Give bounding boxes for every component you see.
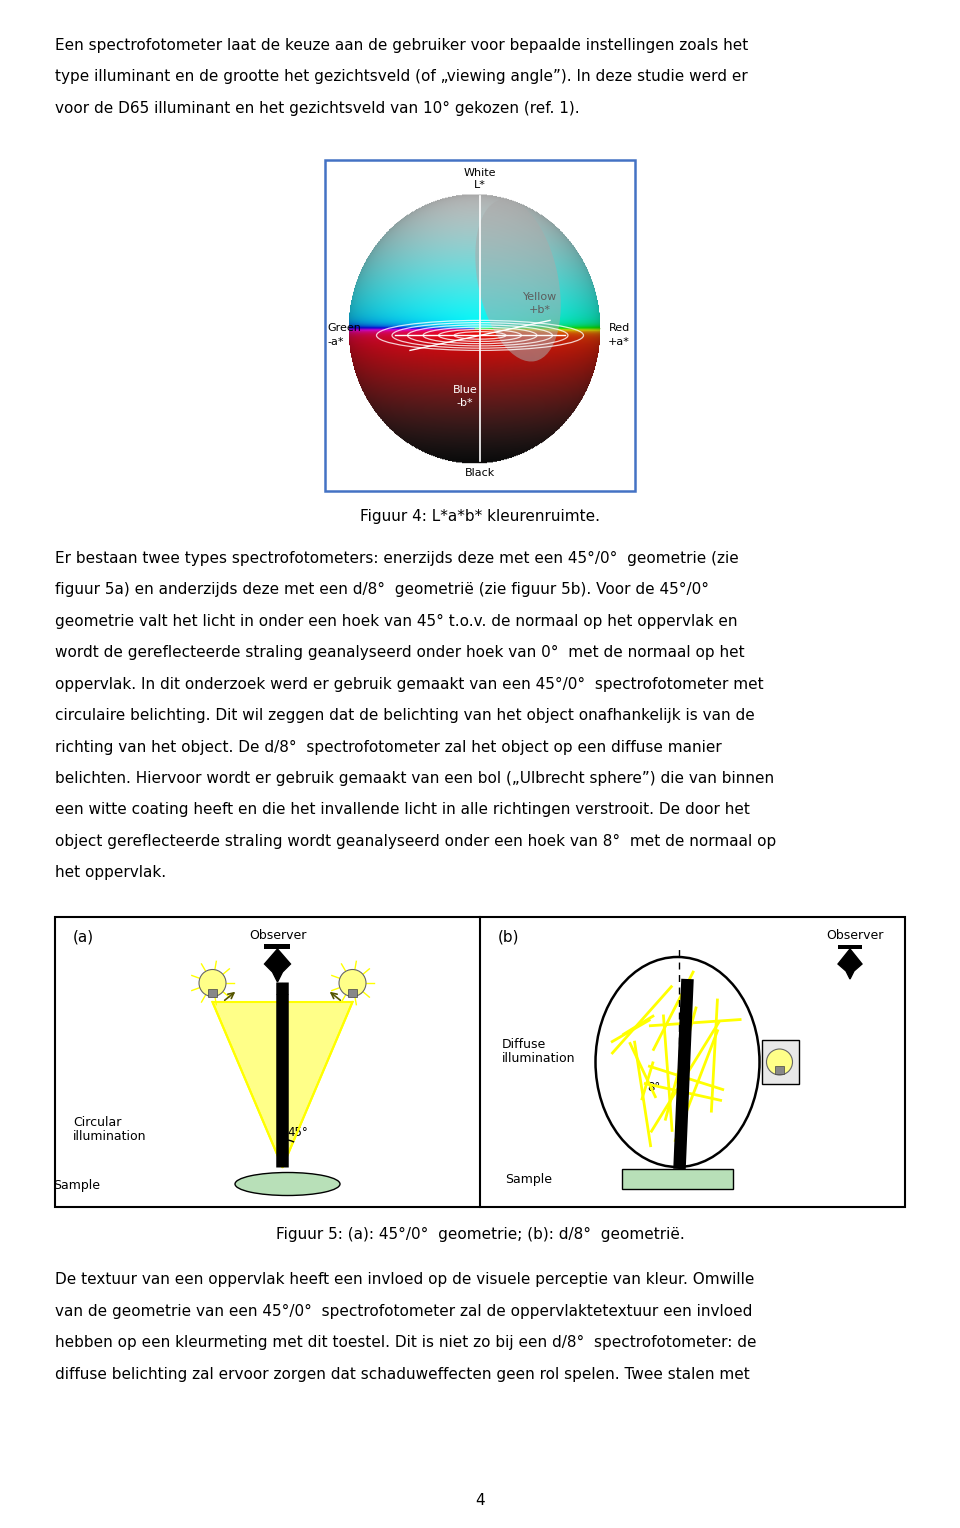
Polygon shape: [212, 1002, 352, 1167]
Ellipse shape: [235, 1172, 340, 1195]
Text: Sample: Sample: [505, 1172, 552, 1186]
Text: Sample: Sample: [54, 1178, 101, 1192]
Circle shape: [199, 969, 226, 996]
Text: Yellow: Yellow: [523, 292, 557, 303]
Text: (a): (a): [73, 929, 94, 944]
Text: L*: L*: [474, 180, 486, 191]
Text: Blue: Blue: [452, 385, 477, 396]
Text: Observer: Observer: [249, 929, 306, 941]
Text: type illuminant en de grootte het gezichtsveld (of „viewing angle”). In deze stu: type illuminant en de grootte het gezich…: [55, 69, 748, 84]
Bar: [265, 944, 291, 949]
Text: Een spectrofotometer laat de keuze aan de gebruiker voor bepaalde instellingen z: Een spectrofotometer laat de keuze aan d…: [55, 38, 748, 53]
Text: Figuur 5: (a): 45°/0°  geometrie; (b): d/8°  geometrië.: Figuur 5: (a): 45°/0° geometrie; (b): d/…: [276, 1227, 684, 1242]
Text: Circular: Circular: [73, 1115, 121, 1129]
Text: Figuur 4: L*a*b* kleurenruimte.: Figuur 4: L*a*b* kleurenruimte.: [360, 509, 600, 524]
Text: White: White: [464, 168, 496, 179]
Text: richting van het object. De d/8°  spectrofotometer zal het object op een diffuse: richting van het object. De d/8° spectro…: [55, 740, 722, 755]
Circle shape: [766, 1050, 793, 1076]
Text: 4: 4: [475, 1493, 485, 1508]
Text: object gereflecteerde straling wordt geanalyseerd onder een hoek van 8°  met de : object gereflecteerde straling wordt gea…: [55, 834, 777, 850]
Text: Green: Green: [327, 324, 361, 333]
Text: het oppervlak.: het oppervlak.: [55, 865, 166, 880]
Bar: [325, 160, 635, 490]
Text: Observer: Observer: [827, 929, 884, 941]
Ellipse shape: [475, 199, 561, 362]
Bar: [55, 917, 905, 1207]
Text: belichten. Hiervoor wordt er gebruik gemaakt van een bol („Ulbrecht sphere”) die: belichten. Hiervoor wordt er gebruik gem…: [55, 772, 774, 785]
Text: Er bestaan twee types spectrofotometers: enerzijds deze met een 45°/0°  geometri: Er bestaan twee types spectrofotometers:…: [55, 550, 739, 565]
Bar: [838, 944, 862, 949]
Text: geometrie valt het licht in onder een hoek van 45° t.o.v. de normaal op het oppe: geometrie valt het licht in onder een ho…: [55, 614, 737, 628]
Text: diffuse belichting zal ervoor zorgen dat schaduweffecten geen rol spelen. Twee s: diffuse belichting zal ervoor zorgen dat…: [55, 1366, 750, 1381]
Text: Diffuse: Diffuse: [502, 1038, 546, 1051]
FancyBboxPatch shape: [762, 1041, 799, 1083]
Text: +b*: +b*: [529, 306, 551, 315]
Text: Black: Black: [465, 468, 495, 477]
Text: -b*: -b*: [457, 399, 473, 408]
Text: 45°: 45°: [287, 1126, 308, 1138]
Text: oppervlak. In dit onderzoek werd er gebruik gemaakt van een 45°/0°  spectrofotom: oppervlak. In dit onderzoek werd er gebr…: [55, 677, 763, 692]
Text: Red: Red: [609, 324, 630, 333]
Text: De textuur van een oppervlak heeft een invloed op de visuele perceptie van kleur: De textuur van een oppervlak heeft een i…: [55, 1271, 755, 1287]
Text: figuur 5a) en anderzijds deze met een d/8°  geometrië (zie figuur 5b). Voor de 4: figuur 5a) en anderzijds deze met een d/…: [55, 582, 709, 597]
Bar: [348, 989, 357, 996]
Text: 8°: 8°: [647, 1080, 660, 1094]
Text: -a*: -a*: [327, 338, 344, 347]
Text: wordt de gereflecteerde straling geanalyseerd onder hoek van 0°  met de normaal : wordt de gereflecteerde straling geanaly…: [55, 645, 745, 660]
Bar: [622, 1169, 732, 1189]
Bar: [325, 160, 635, 490]
Text: voor de D65 illuminant en het gezichtsveld van 10° gekozen (ref. 1).: voor de D65 illuminant en het gezichtsve…: [55, 101, 580, 116]
Text: van de geometrie van een 45°/0°  spectrofotometer zal de oppervlaktetextuur een : van de geometrie van een 45°/0° spectrof…: [55, 1303, 753, 1319]
Polygon shape: [265, 949, 291, 983]
Polygon shape: [838, 949, 862, 979]
Circle shape: [339, 969, 366, 996]
Text: illumination: illumination: [502, 1053, 575, 1065]
Text: hebben op een kleurmeting met dit toestel. Dit is niet zo bij een d/8°  spectrof: hebben op een kleurmeting met dit toeste…: [55, 1335, 756, 1351]
Bar: [775, 1067, 784, 1074]
Text: (b): (b): [498, 929, 519, 944]
Text: circulaire belichting. Dit wil zeggen dat de belichting van het object onafhanke: circulaire belichting. Dit wil zeggen da…: [55, 707, 755, 723]
Ellipse shape: [595, 957, 759, 1167]
Text: illumination: illumination: [73, 1131, 147, 1143]
Text: een witte coating heeft en die het invallende licht in alle richtingen verstrooi: een witte coating heeft en die het inval…: [55, 802, 750, 817]
Bar: [208, 989, 217, 996]
Text: +a*: +a*: [608, 338, 630, 347]
